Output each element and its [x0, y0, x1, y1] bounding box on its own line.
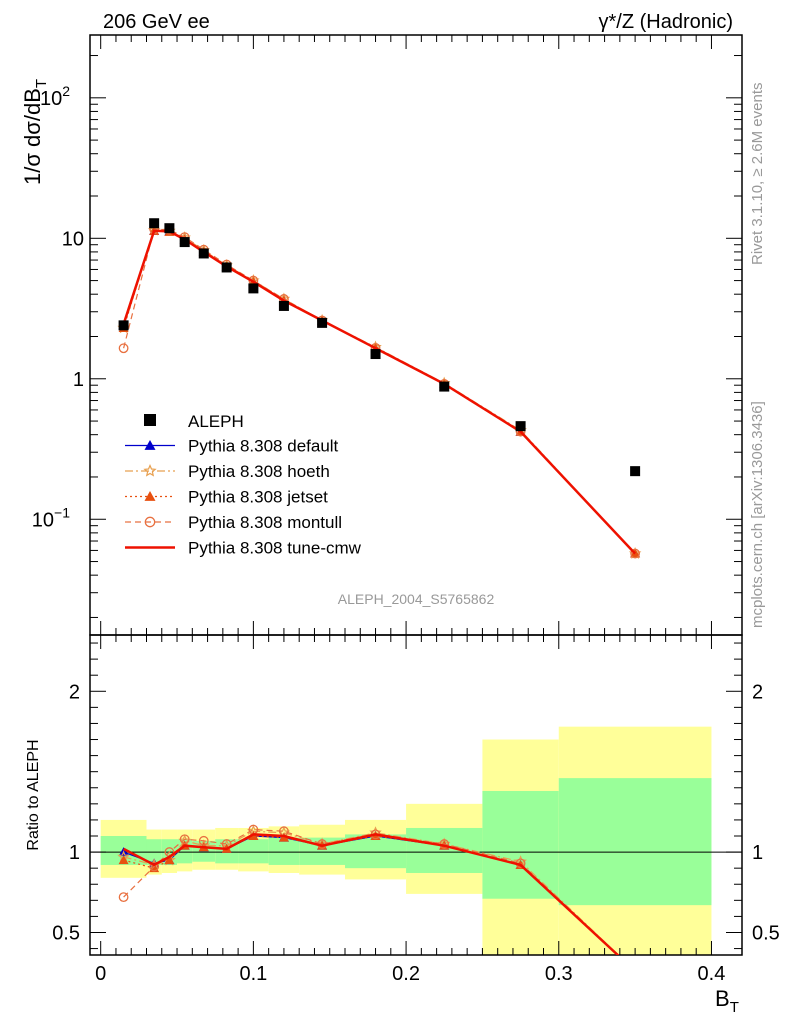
- x-axis-label: BT: [715, 986, 739, 1016]
- ratio-point-pythia-8-308-jetset: [118, 855, 129, 865]
- ratio-band-green-11: [482, 790, 559, 899]
- legend-marker-pythia-8-308-default: [144, 440, 156, 450]
- legend-marker-pythia-8-308-jetset: [144, 491, 156, 501]
- ratio-y-tick-label-right: 1: [752, 842, 763, 864]
- axis-ticks: [90, 35, 742, 955]
- legend-label-pythia-8-308-default: Pythia 8.308 default: [188, 437, 339, 456]
- main-y-tick-label: 1: [73, 369, 84, 391]
- ratio-y-tick-label-left: 2: [69, 681, 80, 703]
- ratio-point-pythia-8-308-montull: [149, 861, 160, 872]
- legend-label-pythia-8-308-hoeth: Pythia 8.308 hoeth: [188, 462, 330, 481]
- aleph-point: [630, 466, 641, 477]
- x-tick-label: 0: [95, 963, 106, 985]
- main-series-layer: [117, 223, 642, 559]
- ratio-y-tick-label-left: 1: [69, 842, 80, 864]
- y-axis-label-ratio: Ratio to ALEPH: [25, 739, 42, 850]
- main-y-tick-label: 10: [62, 228, 84, 250]
- ratio-y-tick-label-right: 2: [752, 681, 763, 703]
- legend-label-aleph: ALEPH: [188, 412, 244, 431]
- header-left: 206 GeV ee: [103, 11, 210, 33]
- ratio-y-tick-label-left: 0.5: [52, 922, 80, 944]
- ratio-point-pythia-8-308-montull: [179, 834, 190, 845]
- aleph-point: [149, 218, 160, 229]
- main-point-pythia-8-308-montull: [118, 343, 129, 354]
- aleph-point: [278, 300, 289, 311]
- main-y-tick-label: 102: [40, 83, 70, 110]
- aleph-point: [439, 381, 450, 392]
- side-label-rivet: Rivet 3.1.10, ≥ 2.6M events: [749, 83, 766, 266]
- legend-label-pythia-8-308-montull: Pythia 8.308 montull: [188, 513, 342, 532]
- ratio-series-layer: [117, 824, 620, 955]
- aleph-point: [198, 248, 209, 259]
- legend-label-pythia-8-308-tune-cmw: Pythia 8.308 tune-cmw: [188, 539, 362, 558]
- aleph-point: [370, 349, 381, 360]
- ratio-plot-frame: [89, 634, 743, 956]
- ratio-band-green-12: [558, 778, 712, 906]
- aleph-point: [179, 237, 190, 248]
- aleph-point: [248, 283, 259, 294]
- main-point-pythia-8-308-montull: [630, 548, 641, 559]
- aleph-point: [118, 320, 129, 331]
- ratio-line-pythia-8-308-tune-cmw: [123, 833, 620, 955]
- x-tick-label: 0.1: [239, 963, 267, 985]
- x-tick-label: 0.4: [698, 963, 726, 985]
- ratio-band-green-10: [406, 827, 483, 873]
- legend: ALEPH Pythia 8.308 default Pythia 8.308 ho…: [125, 412, 362, 558]
- aleph-data-points: [118, 218, 641, 477]
- ratio-band-green-7: [268, 837, 300, 865]
- ratio-point-pythia-8-308-jetset: [164, 855, 175, 865]
- ratio-band-green-6: [238, 839, 269, 864]
- main-y-tick-label: 10−1: [32, 504, 70, 531]
- legend-marker-pythia-8-308-montull: [144, 516, 156, 528]
- aleph-point: [317, 317, 328, 328]
- legend-marker-pythia-8-308-hoeth: [143, 463, 157, 477]
- analysis-watermark: ALEPH_2004_S5765862: [338, 591, 495, 607]
- ratio-line-pythia-8-308-montull: [123, 828, 619, 955]
- x-tick-label: 0.3: [545, 963, 573, 985]
- side-label-mcplots: mcplots.cern.ch [arXiv:1306.3436]: [749, 401, 766, 628]
- legend-marker-aleph: [144, 414, 156, 426]
- tick-labels: 0 0.1 0.2 0.3 0.4 10−1 1 10 102 0.5 0.5 1 1 2 2: [32, 83, 780, 985]
- ratio-point-pythia-8-308-montull: [118, 892, 129, 903]
- ratio-point-pythia-8-308-montull: [198, 835, 209, 846]
- ratio-frame-rect: [89, 634, 743, 956]
- aleph-point: [515, 421, 526, 432]
- ratio-y-tick-label-right: 0.5: [752, 922, 780, 944]
- y-axis-label-main: 1/σ dσ/dBT: [20, 79, 50, 185]
- legend-label-pythia-8-308-jetset: Pythia 8.308 jetset: [188, 488, 328, 507]
- x-tick-label: 0.2: [392, 963, 420, 985]
- aleph-point: [164, 223, 175, 234]
- aleph-point: [221, 262, 232, 273]
- header-right: γ*/Z (Hadronic): [599, 11, 733, 33]
